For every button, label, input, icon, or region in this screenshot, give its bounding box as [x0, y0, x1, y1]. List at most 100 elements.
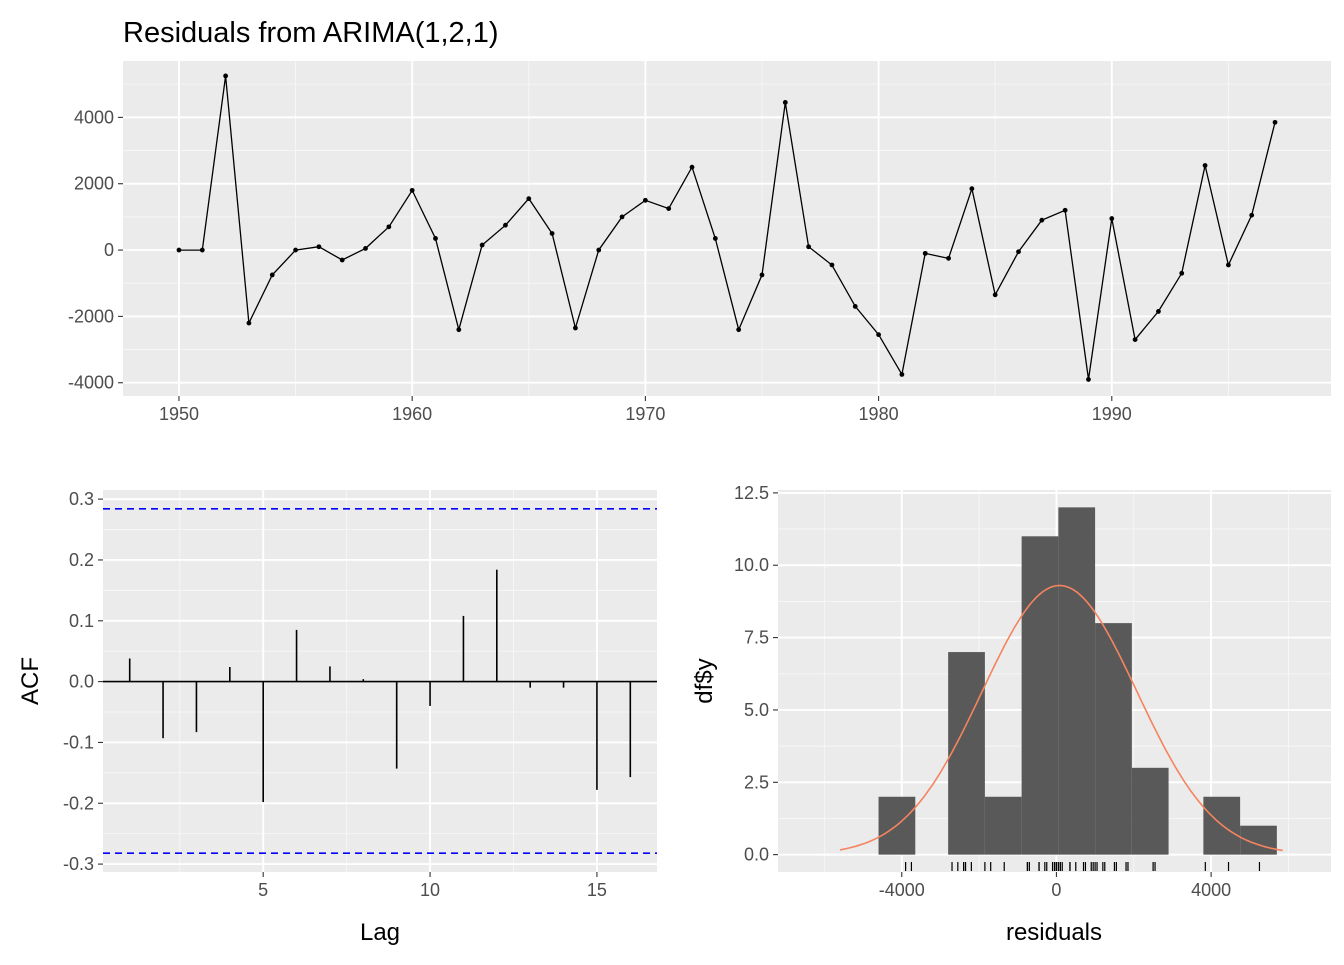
residuals-x-tick-label: 1950 — [159, 404, 199, 424]
acf-y-tick-label: 0.2 — [69, 550, 94, 570]
residual-point — [433, 236, 438, 241]
residual-point — [549, 231, 555, 236]
histogram-y-tick-label: 10.0 — [734, 555, 769, 575]
acf-y-tick-label: 0.0 — [69, 672, 94, 692]
residuals-x-tick-label: 1960 — [392, 404, 432, 424]
residuals-y-tick-label: 0 — [104, 240, 114, 260]
acf-y-ticks: -0.3 -0.2 -0.1 0.0 0.1 0.2 0.3 — [63, 489, 103, 874]
residual-point — [992, 292, 998, 298]
residual-point — [806, 244, 812, 250]
residual-point — [736, 327, 742, 333]
residual-point — [829, 262, 835, 268]
histogram-y-tick-label: 0.0 — [744, 845, 769, 865]
histogram-y-tick-label: 12.5 — [734, 483, 769, 503]
acf-y-tick-label: -0.2 — [63, 793, 94, 813]
residual-point — [759, 272, 765, 278]
residual-point — [246, 320, 252, 326]
residual-point — [1132, 337, 1138, 343]
residuals-y-tick-label: -2000 — [68, 306, 114, 326]
histogram-x-ticks: -4000 0 4000 — [879, 872, 1231, 900]
acf-x-ticks: 5 10 15 — [258, 872, 607, 900]
residual-point — [712, 236, 718, 241]
histogram-plot: 0.0 2.5 5.0 7.5 10.0 12.5 -4000 0 4000 residual… — [691, 483, 1331, 946]
residual-point — [199, 247, 205, 253]
histogram-y-tick-label: 5.0 — [744, 700, 769, 720]
acf-y-axis-label: ACF — [17, 657, 44, 705]
residual-point — [1109, 216, 1115, 221]
residual-point — [526, 196, 532, 202]
residual-point — [642, 197, 648, 203]
residual-point — [316, 244, 322, 250]
residual-point — [479, 242, 485, 248]
residual-point — [1272, 119, 1278, 125]
acf-x-tick-label: 10 — [420, 880, 440, 900]
residual-point — [1249, 212, 1255, 218]
residuals-rug — [905, 862, 1261, 871]
histogram-x-tick-label: -4000 — [879, 880, 925, 900]
histogram-bar — [1021, 536, 1059, 855]
residual-point — [689, 164, 695, 170]
residual-point — [1156, 309, 1161, 314]
residual-point — [1225, 262, 1231, 268]
residual-point — [666, 206, 672, 211]
residual-point — [899, 372, 905, 377]
acf-y-tick-label: 0.1 — [69, 611, 94, 631]
histogram-bar — [948, 652, 985, 855]
acf-plot: -0.3 -0.2 -0.1 0.0 0.1 0.2 0.3 5 10 15 Lag ACF — [17, 489, 657, 946]
residual-point — [409, 187, 415, 193]
histogram-x-tick-label: 4000 — [1191, 880, 1231, 900]
residual-point — [386, 224, 392, 230]
residuals-x-tick-label: 1970 — [625, 404, 665, 424]
residuals-points — [176, 73, 1278, 382]
residuals-x-tick-label: 1990 — [1092, 404, 1132, 424]
acf-x-tick-label: 15 — [587, 880, 607, 900]
residual-point — [782, 100, 788, 105]
residual-point — [1016, 249, 1021, 255]
residual-point — [922, 250, 928, 256]
residuals-y-tick-label: -4000 — [68, 373, 114, 393]
histogram-x-axis-label: residuals — [1006, 919, 1102, 946]
residual-point — [852, 304, 858, 309]
histogram-y-tick-label: 2.5 — [744, 772, 769, 792]
residuals-x-ticks: 1950 1960 1970 1980 1990 — [159, 396, 1132, 424]
residual-point — [1179, 270, 1185, 276]
histogram-bars — [878, 507, 1277, 855]
acf-y-tick-label: -0.1 — [63, 732, 94, 752]
histogram-bar — [1058, 507, 1096, 855]
residual-point — [876, 332, 881, 338]
histogram-y-tick-label: 7.5 — [744, 628, 769, 648]
acf-x-axis-label: Lag — [360, 919, 400, 946]
residuals-gridlines — [123, 61, 1331, 396]
residual-point — [596, 247, 602, 253]
residual-point — [619, 214, 625, 220]
histogram-y-ticks: 0.0 2.5 5.0 7.5 10.0 12.5 — [734, 483, 778, 865]
residual-point — [946, 255, 951, 261]
acf-x-tick-label: 5 — [258, 880, 268, 900]
residual-point — [1202, 163, 1208, 168]
residuals-y-ticks: -4000 -2000 0 2000 4000 — [68, 107, 123, 393]
residual-point — [363, 246, 368, 251]
residual-point — [269, 272, 275, 278]
residual-point — [293, 247, 298, 253]
residual-point — [456, 327, 462, 333]
acf-y-tick-label: -0.3 — [63, 854, 94, 874]
residuals-title: Residuals from ARIMA(1,2,1) — [123, 17, 499, 49]
residual-point — [1086, 377, 1091, 382]
residual-point — [176, 247, 182, 253]
residuals-x-tick-label: 1980 — [859, 404, 899, 424]
normal-density-curve — [839, 584, 1283, 852]
residual-point — [503, 222, 508, 228]
residual-point — [1062, 207, 1068, 213]
histogram-bar — [1131, 767, 1169, 855]
histogram-bar — [984, 796, 1022, 855]
histogram-x-tick-label: 0 — [1051, 880, 1061, 900]
residuals-y-tick-label: 4000 — [74, 107, 114, 127]
residual-point — [223, 73, 229, 79]
residual-point — [339, 257, 345, 263]
acf-spikes — [128, 569, 632, 803]
residual-point — [969, 186, 975, 192]
residuals-time-plot: -4000 -2000 0 2000 4000 1950 1960 1970 1980 1990 — [68, 61, 1331, 424]
residuals-series-line — [179, 75, 1276, 380]
